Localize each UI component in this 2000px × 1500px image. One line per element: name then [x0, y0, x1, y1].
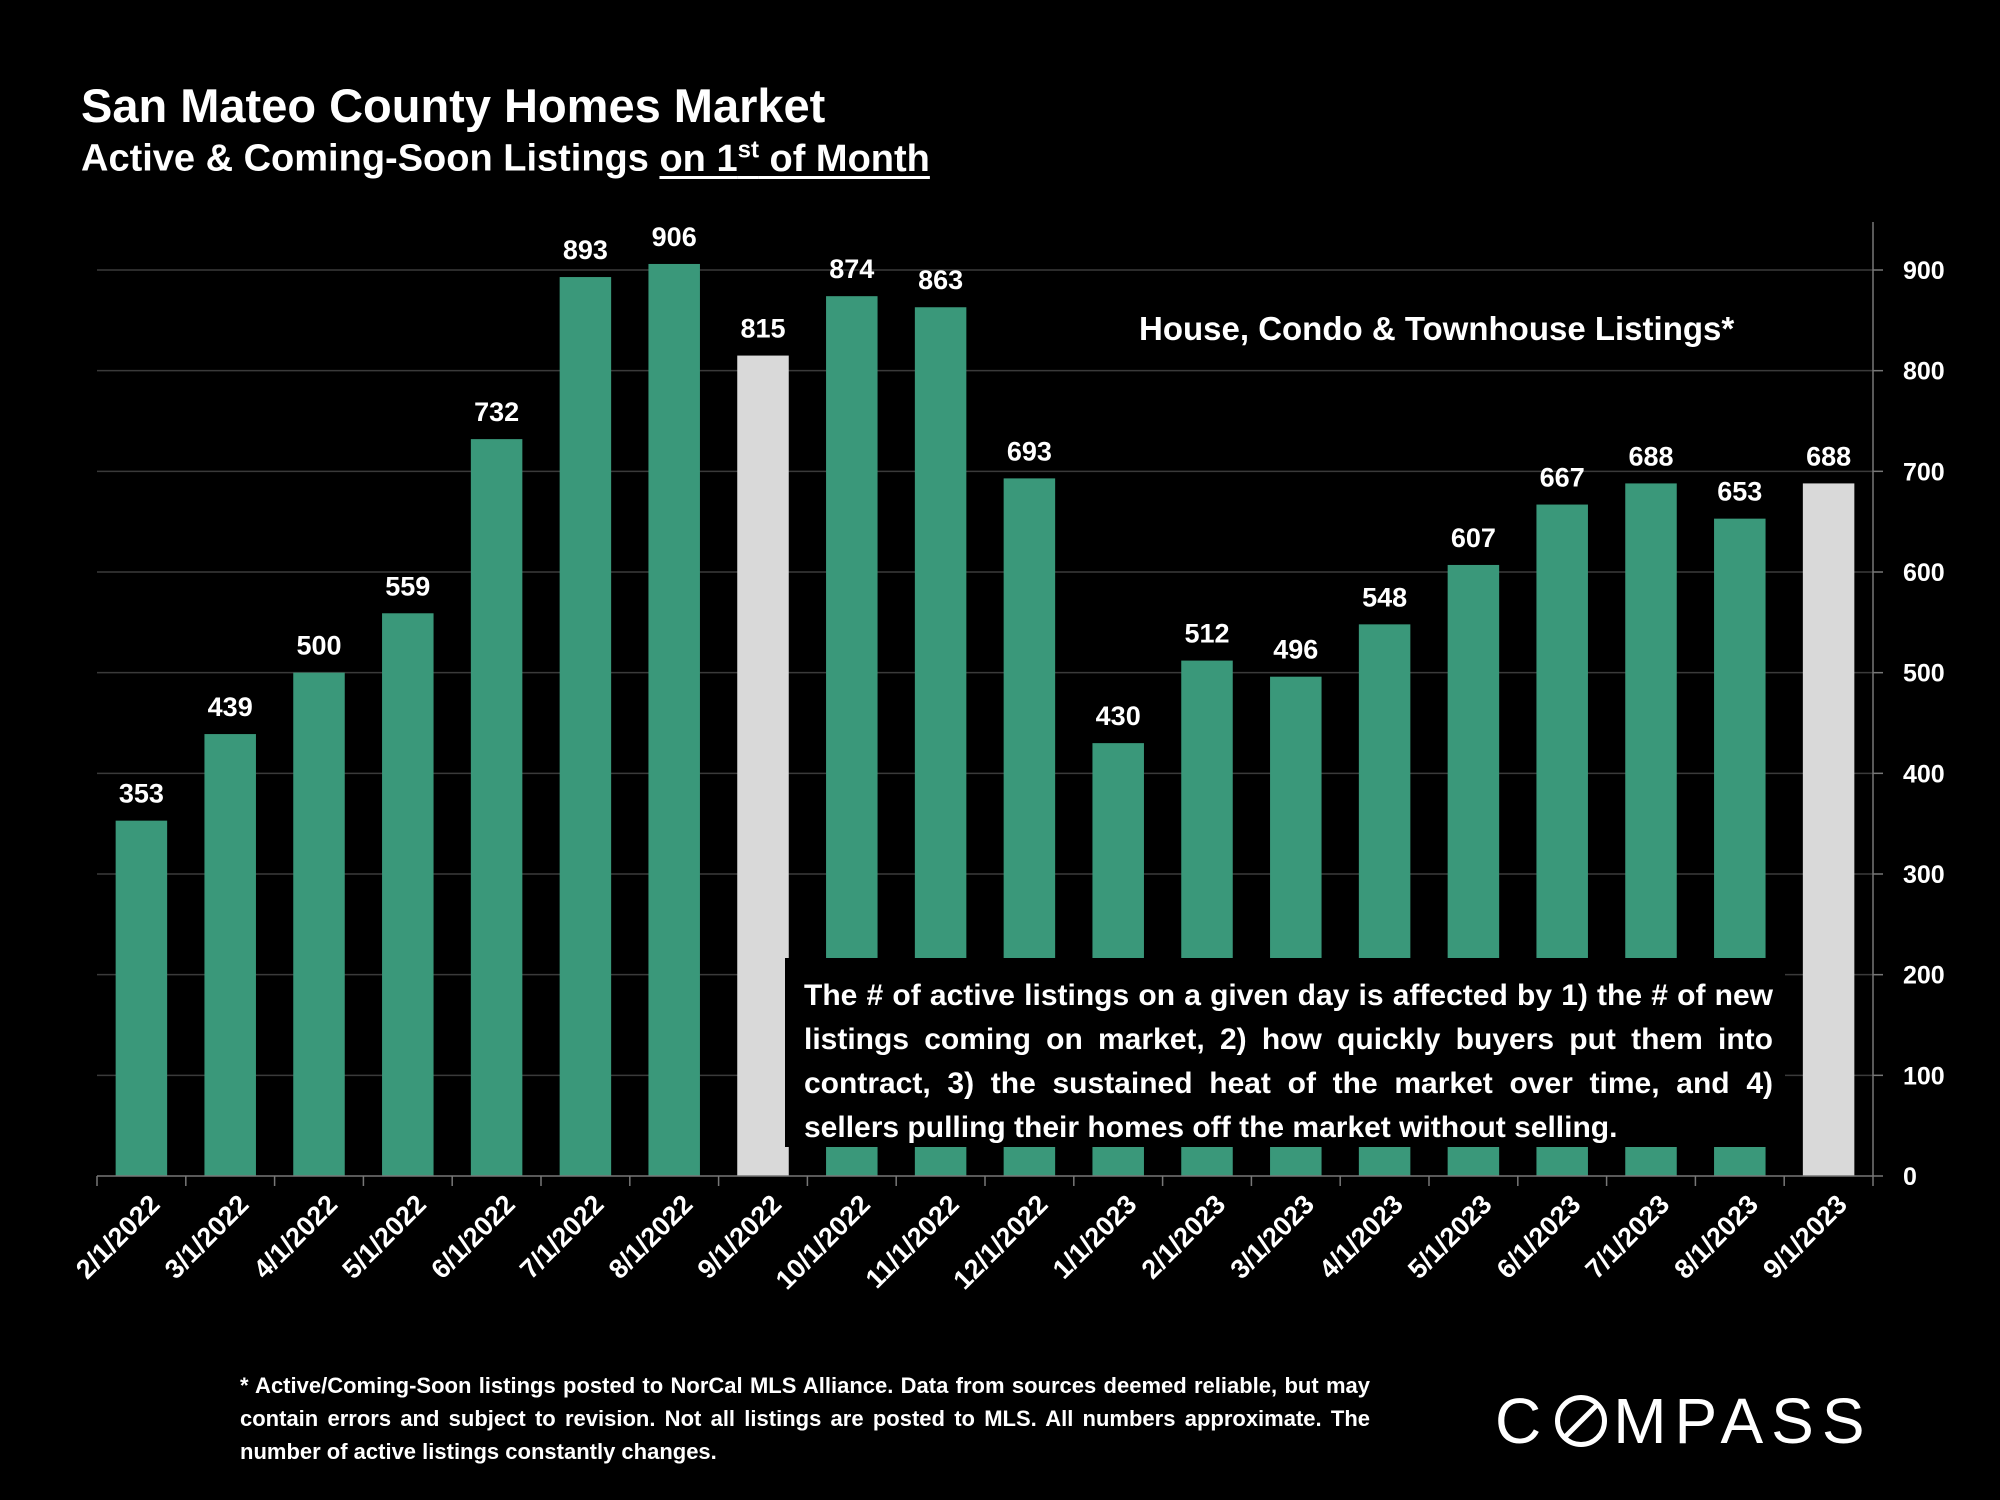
data-label: 496 [1273, 635, 1318, 665]
bar-chart: 353 439 500 559 732 893 906 815 874 863 693 430 512 4… [70, 222, 1945, 1295]
y-tick-label: 600 [1903, 559, 1945, 587]
brand-right: MPASS [1613, 1385, 1873, 1457]
x-tick-label: 12/1/2022 [947, 1189, 1053, 1295]
data-label: 688 [1628, 441, 1673, 471]
x-tick-label: 3/1/2022 [159, 1189, 255, 1285]
x-tick-label: 4/1/2022 [248, 1189, 344, 1285]
x-tick-label: 4/1/2023 [1313, 1189, 1409, 1285]
y-tick-labels: 0 100 200 300 400 500 600 700 800 900 [1903, 257, 1945, 1191]
bar [204, 734, 256, 1176]
y-tick-label: 100 [1903, 1062, 1945, 1090]
x-tick-label: 9/1/2023 [1757, 1189, 1853, 1285]
annotation-box: The # of active listings on a given day … [785, 958, 1785, 1147]
data-label: 430 [1096, 701, 1141, 731]
subtitle-prefix: Active & Coming-Soon Listings [81, 137, 660, 180]
chart-inset-label: House, Condo & Townhouse Listings* [1139, 310, 1735, 347]
y-tick-label: 900 [1903, 257, 1945, 285]
axes [96, 222, 1883, 1186]
data-label: 653 [1717, 477, 1762, 507]
data-label: 607 [1451, 523, 1496, 553]
data-label: 353 [119, 779, 164, 809]
data-labels: 353 439 500 559 732 893 906 815 874 863 693 430 512 4… [119, 222, 1851, 809]
subtitle-underlined-start: on 1 [659, 137, 738, 180]
page-subtitle: Active & Coming-Soon Listings on 1st of … [81, 136, 930, 181]
y-tick-label: 0 [1903, 1163, 1917, 1191]
x-tick-label: 6/1/2022 [425, 1189, 521, 1285]
y-tick-label: 500 [1903, 660, 1945, 688]
compass-logo-icon [1555, 1395, 1608, 1447]
x-tick-label: 2/1/2022 [70, 1189, 166, 1285]
x-tick-label: 5/1/2022 [337, 1189, 433, 1285]
subtitle-superscript: st [737, 136, 759, 163]
data-label: 439 [208, 692, 253, 722]
subtitle-underlined-end: of Month [758, 137, 930, 180]
x-tick-label: 1/1/2023 [1047, 1189, 1143, 1285]
x-tick-label: 2/1/2023 [1136, 1189, 1232, 1285]
x-tick-label: 7/1/2022 [514, 1189, 610, 1285]
compass-logo: C MPASS [1495, 1384, 1873, 1464]
data-label: 815 [740, 314, 785, 344]
footnote: * Active/Coming-Soon listings posted to … [240, 1373, 1370, 1464]
data-label: 559 [385, 571, 430, 601]
data-label: 548 [1362, 582, 1407, 612]
data-label: 863 [918, 265, 963, 295]
bar [470, 439, 523, 1176]
brand-left: C [1495, 1385, 1550, 1457]
data-label: 874 [829, 254, 874, 284]
bar [293, 672, 345, 1176]
bar [115, 820, 168, 1176]
data-label: 667 [1540, 463, 1585, 493]
bar [1802, 483, 1855, 1176]
x-tick-label: 7/1/2023 [1580, 1189, 1676, 1285]
y-tick-label: 400 [1903, 760, 1945, 788]
x-tick-labels: 2/1/20223/1/20224/1/20225/1/20226/1/2022… [70, 1189, 1853, 1295]
data-label: 732 [474, 397, 519, 427]
y-tick-label: 700 [1903, 458, 1945, 486]
bar [382, 613, 434, 1176]
x-tick-label: 6/1/2023 [1491, 1189, 1587, 1285]
x-tick-label: 8/1/2023 [1669, 1189, 1765, 1285]
bar [737, 355, 789, 1177]
x-tick-label: 11/1/2022 [860, 1189, 965, 1294]
data-label: 500 [296, 631, 341, 661]
bar [559, 277, 612, 1177]
x-tick-label: 8/1/2022 [603, 1189, 699, 1285]
y-tick-label: 800 [1903, 358, 1945, 386]
data-label: 512 [1184, 619, 1229, 649]
data-label: 906 [652, 222, 697, 252]
data-label: 693 [1007, 436, 1052, 466]
x-tick-label: 5/1/2023 [1402, 1189, 1498, 1285]
page-title: San Mateo County Homes Market [81, 79, 826, 132]
y-tick-label: 300 [1903, 861, 1945, 889]
y-tick-label: 200 [1903, 962, 1945, 990]
subtitle-underlined: on 1st of Month [659, 136, 930, 180]
data-label: 893 [563, 235, 608, 265]
data-label: 688 [1806, 441, 1851, 471]
x-tick-label: 10/1/2022 [770, 1189, 876, 1295]
x-tick-label: 3/1/2023 [1225, 1189, 1321, 1285]
bar [648, 263, 700, 1177]
gridlines [97, 269, 1873, 1077]
